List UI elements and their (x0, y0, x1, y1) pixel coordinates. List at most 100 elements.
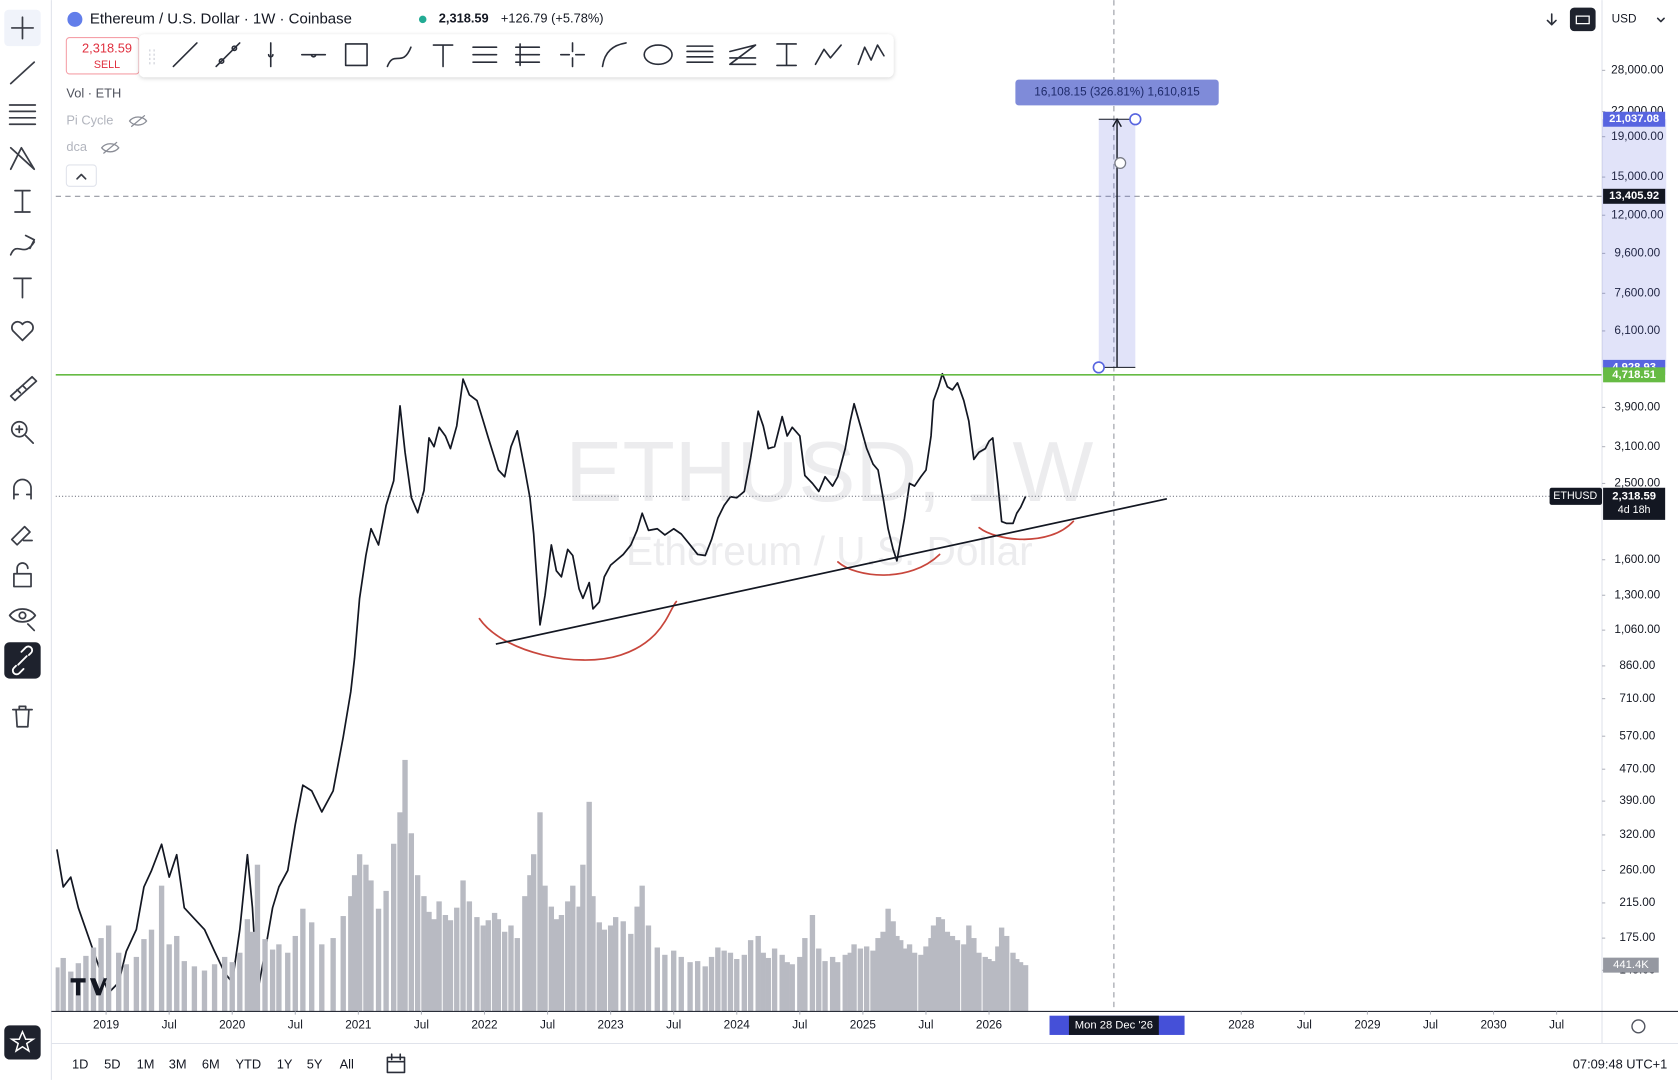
tool-zoom[interactable] (10, 420, 35, 445)
currency-caret (1656, 17, 1665, 23)
tool-ruler[interactable] (9, 375, 38, 402)
arc-drawing (837, 553, 941, 576)
y-tick-label: 19,000.00 (1611, 130, 1664, 143)
tool-magnet[interactable] (13, 478, 32, 500)
volume-bar (1010, 952, 1016, 1012)
volume-bar (802, 938, 808, 1012)
volume-bar (901, 948, 908, 1012)
tool-hide[interactable] (8, 608, 37, 632)
y-tick-label: 3,900.00 (1614, 401, 1660, 414)
volume-bar (847, 952, 853, 1012)
tb-arc[interactable] (601, 42, 627, 68)
volume-bar (363, 864, 369, 1012)
measure-handle[interactable] (1114, 157, 1127, 170)
volume-bar (829, 956, 836, 1012)
tb-elliott[interactable] (857, 44, 885, 66)
tool-crosshair[interactable] (10, 16, 35, 40)
tool-measure-range[interactable] (14, 189, 31, 213)
range-button[interactable]: 1Y (277, 1056, 293, 1071)
tool-favorite[interactable] (11, 320, 34, 342)
volume-bar (485, 920, 491, 1012)
tb-pattern[interactable] (814, 44, 842, 66)
volume-bar (590, 896, 596, 1012)
tool-fib[interactable] (8, 104, 37, 126)
range-button[interactable]: 1D (72, 1056, 88, 1071)
volume-bar (949, 935, 956, 1012)
range-button[interactable]: All (340, 1056, 354, 1071)
symbol-title[interactable]: Ethereum / U.S. Dollar · 1W · Coinbase (90, 10, 352, 27)
tool-pattern[interactable] (9, 146, 36, 171)
tb-ellipse[interactable] (643, 44, 673, 66)
volume-bar (939, 919, 946, 1012)
tb-hline[interactable] (300, 53, 327, 58)
hidden-icon[interactable] (101, 141, 120, 154)
tb-rect[interactable] (344, 43, 368, 67)
tool-link[interactable] (11, 645, 34, 676)
fullscreen-button[interactable] (1569, 7, 1596, 32)
measure-label: 16,108.15 (326.81%) 1,610,815 (1034, 86, 1200, 99)
toolbar-panel (139, 34, 894, 78)
volume-bar (244, 919, 251, 1012)
volume-bar (527, 875, 533, 1012)
volume-bar (734, 959, 740, 1012)
tb-range[interactable] (776, 43, 797, 67)
tb-path[interactable] (386, 46, 412, 68)
volume-bar (495, 919, 502, 1012)
y-tick-label: 710.00 (1619, 692, 1655, 705)
tb-fan[interactable] (729, 44, 757, 66)
range-button[interactable]: 6M (202, 1056, 220, 1071)
tb-fib[interactable] (472, 46, 498, 63)
volume-bar (254, 864, 261, 1012)
tool-delete[interactable] (11, 705, 33, 728)
tool-trendline[interactable] (9, 61, 36, 85)
watchlist-button[interactable] (4, 1025, 41, 1060)
tb-text[interactable] (432, 44, 454, 68)
tool-lock[interactable] (13, 562, 32, 588)
range-button[interactable]: 1M (137, 1056, 155, 1071)
measure-handle[interactable] (1092, 361, 1105, 374)
volume-bar (276, 944, 282, 1012)
y-tick-label: 470.00 (1619, 762, 1655, 775)
header: Ethereum / U.S. Dollar · 1W · Coinbase 2… (65, 10, 604, 187)
tb-ray[interactable] (215, 42, 241, 68)
volume-bar (760, 952, 766, 1012)
legend-indicator[interactable]: dca (66, 139, 88, 154)
volume-bar (309, 922, 315, 1012)
scroll-latest[interactable] (1546, 13, 1557, 26)
tb-lines[interactable] (686, 45, 714, 63)
volume-bar (211, 964, 218, 1012)
measure-handle[interactable] (1129, 113, 1142, 126)
tool-text[interactable] (13, 277, 32, 299)
legend-volume[interactable]: Vol · ETH (66, 86, 121, 101)
volume-bar (221, 956, 228, 1012)
tb-line[interactable] (172, 42, 198, 68)
volume-bar (639, 885, 645, 1012)
volume-bar (123, 964, 129, 1012)
volume-bar (351, 875, 358, 1012)
tb-fib-ext[interactable] (515, 43, 541, 67)
volume-bar (426, 911, 432, 1012)
settings-button[interactable] (1631, 1019, 1646, 1034)
volume-bar (166, 944, 172, 1012)
volume-bar (863, 946, 870, 1012)
watermark-symbol: ETHUSD, 1W (565, 424, 1093, 520)
tb-vline[interactable] (267, 42, 274, 68)
range-button[interactable]: 3M (169, 1056, 187, 1071)
tool-brush[interactable] (9, 234, 36, 256)
volume-bar (83, 955, 89, 1012)
legend-indicator[interactable]: Pi Cycle (66, 112, 113, 127)
x-tick-label: 2020 (219, 1018, 246, 1031)
volume-label: 441.4K (1613, 959, 1649, 971)
volume-bar (98, 938, 104, 1012)
crosshair-time-label: Mon 28 Dec '26 (1075, 1019, 1153, 1031)
tb-cross[interactable] (559, 42, 586, 68)
currency[interactable]: USD (1612, 12, 1637, 25)
hidden-icon[interactable] (128, 115, 148, 128)
goto-date[interactable] (386, 1053, 406, 1074)
range-button[interactable]: 5D (104, 1056, 120, 1071)
tool-stay-drawing[interactable] (10, 525, 33, 546)
x-tick-label: Jul (414, 1018, 429, 1031)
range-button[interactable]: YTD (235, 1056, 261, 1071)
range-button[interactable]: 5Y (307, 1056, 323, 1071)
